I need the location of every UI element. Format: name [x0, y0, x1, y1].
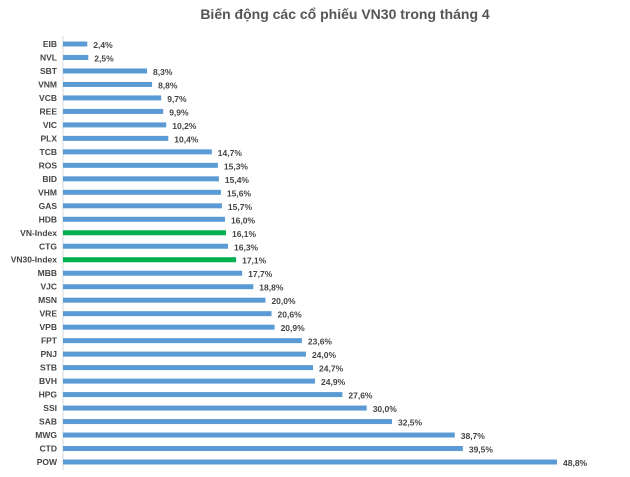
data-label: 15,6% [227, 188, 252, 198]
category-label: HDB [39, 214, 57, 224]
data-label: 8,3% [153, 67, 173, 77]
data-label: 39,5% [469, 445, 494, 455]
category-label: MSN [38, 295, 57, 305]
bar-pnj [63, 351, 306, 357]
category-label: VHM [38, 187, 57, 197]
bar-ree [63, 108, 164, 114]
bar-vhm [63, 189, 221, 195]
data-label: 16,0% [231, 215, 256, 225]
data-label: 16,1% [232, 229, 257, 239]
data-label: 38,7% [461, 431, 486, 441]
category-label: NVL [40, 52, 57, 62]
category-label: VN30-Index [11, 255, 58, 265]
data-label: 2,4% [93, 40, 113, 50]
category-label: MBB [38, 268, 57, 278]
data-label: 20,9% [281, 323, 306, 333]
category-label: TCB [40, 147, 57, 157]
category-label: SSI [43, 403, 57, 413]
data-label: 20,0% [271, 296, 296, 306]
data-label: 9,9% [169, 107, 189, 117]
category-label: POW [37, 457, 58, 467]
bar-ssi [63, 405, 367, 411]
category-label: PLX [40, 133, 57, 143]
data-label: 10,4% [174, 134, 199, 144]
bar-nvl [63, 54, 89, 60]
data-label: 17,7% [248, 269, 273, 279]
data-label: 15,3% [224, 161, 249, 171]
category-label: STB [40, 363, 57, 373]
category-label: EIB [43, 39, 57, 49]
data-label: 15,4% [225, 175, 250, 185]
data-label: 24,9% [321, 377, 346, 387]
data-label: 9,7% [167, 94, 187, 104]
bar-vn-index [63, 230, 226, 236]
category-label: PNJ [40, 349, 57, 359]
bar-fpt [63, 338, 302, 344]
bar-vcb [63, 95, 162, 101]
bar-eib [63, 41, 88, 47]
category-label: SBT [40, 66, 58, 76]
category-label: HPG [39, 390, 58, 400]
category-label: SAB [39, 417, 57, 427]
bar-mbb [63, 270, 243, 276]
data-label: 8,8% [158, 80, 178, 90]
bar-vic [63, 122, 167, 128]
bar-bid [63, 176, 219, 182]
data-label: 10,2% [172, 121, 197, 131]
category-label: VCB [39, 93, 57, 103]
bar-stb [63, 365, 314, 371]
data-label: 16,3% [234, 242, 259, 252]
bar-hpg [63, 392, 343, 398]
data-label: 23,6% [308, 337, 333, 347]
bar-gas [63, 203, 222, 209]
category-label: BID [42, 174, 57, 184]
bar-vn30-index [63, 257, 237, 263]
bar-plx [63, 135, 169, 141]
data-label: 15,7% [228, 202, 253, 212]
bar-sab [63, 419, 392, 425]
data-label: 2,5% [94, 53, 114, 63]
category-label: CTG [39, 241, 57, 251]
category-label: REE [40, 106, 58, 116]
category-label: GAS [39, 201, 58, 211]
category-label: VN-Index [20, 228, 57, 238]
category-label: ROS [39, 160, 58, 170]
category-label: CTD [40, 444, 57, 454]
bar-vpb [63, 324, 275, 330]
bar-msn [63, 297, 266, 303]
category-label: VNM [38, 79, 57, 89]
data-label: 18,8% [259, 283, 284, 293]
chart-title: Biến động các cổ phiếu VN30 trong tháng … [200, 6, 490, 22]
category-label: FPT [41, 336, 58, 346]
bar-ctd [63, 446, 463, 452]
bar-vjc [63, 284, 254, 290]
data-label: 24,7% [319, 364, 344, 374]
category-label: BVH [39, 376, 57, 386]
data-label: 30,0% [373, 404, 398, 414]
bar-tcb [63, 149, 212, 155]
category-label: MWG [35, 430, 57, 440]
category-label: VPB [40, 322, 57, 332]
bar-mwg [63, 432, 455, 438]
data-label: 14,7% [218, 148, 243, 158]
bar-hdb [63, 216, 225, 222]
data-label: 32,5% [398, 418, 423, 428]
category-label: VJC [40, 282, 57, 292]
bar-bvh [63, 378, 316, 384]
data-label: 20,6% [278, 310, 303, 320]
bar-vre [63, 311, 272, 317]
bar-ctg [63, 243, 229, 249]
data-label: 17,1% [242, 256, 267, 266]
data-label: 24,0% [312, 350, 337, 360]
bar-ros [63, 162, 218, 168]
category-label: VIC [43, 120, 57, 130]
category-label: VRE [40, 309, 58, 319]
data-label: 27,6% [348, 391, 373, 401]
bar-vnm [63, 81, 153, 87]
bar-pow [63, 459, 557, 465]
bar-sbt [63, 68, 148, 74]
data-label: 48,8% [563, 458, 588, 468]
